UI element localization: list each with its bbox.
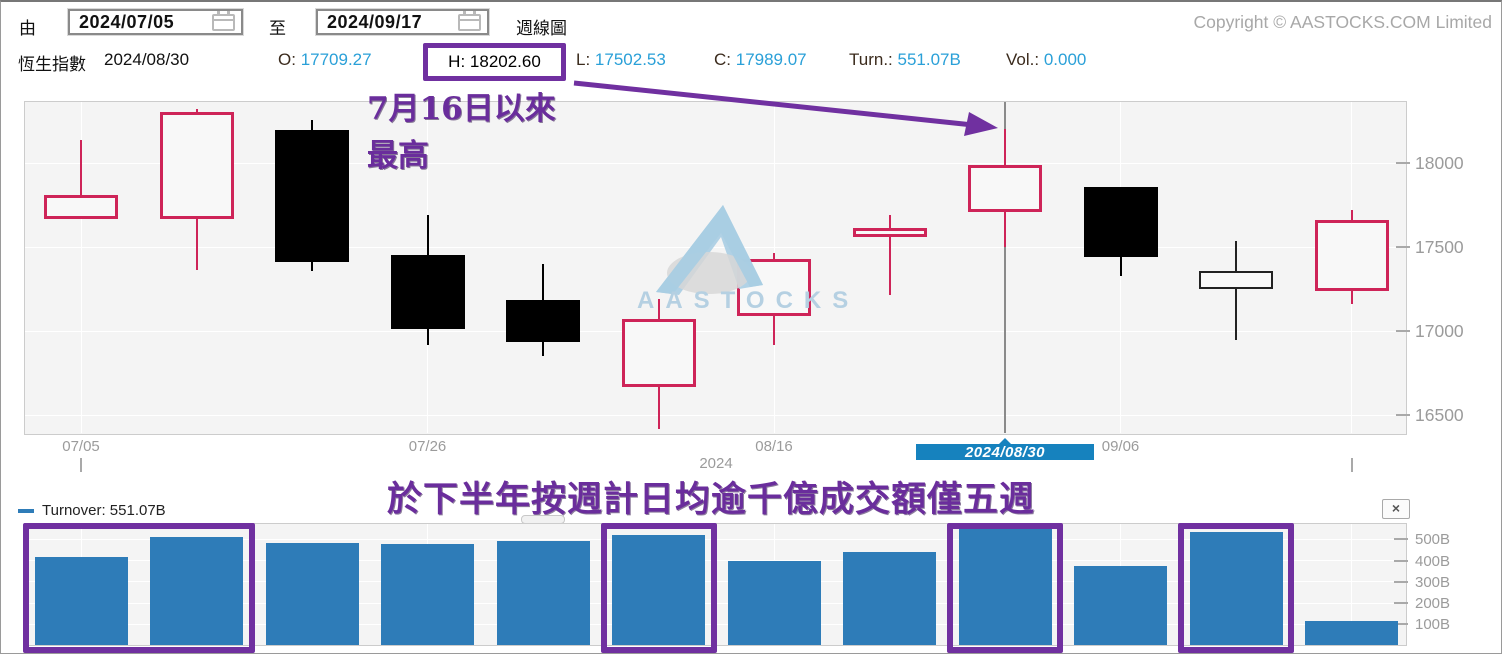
year-axis-tick — [1350, 458, 1353, 472]
copyright-text: Copyright © AASTOCKS.COM Limited — [1193, 12, 1493, 32]
chart-type-label[interactable]: 週線圖 — [516, 19, 567, 38]
x-axis-label: 07/26 — [408, 438, 447, 455]
x-axis-year-label: 2024 — [699, 455, 733, 472]
to-date-value[interactable]: 2024/09/17 — [327, 11, 423, 32]
turnover-plot-area[interactable] — [24, 523, 1407, 646]
turnover-readout: Turn.: 551.07B — [849, 50, 961, 69]
low-readout: L: 17502.53 — [576, 50, 666, 69]
x-axis-label: 09/06 — [1101, 438, 1140, 455]
y-axis-label: 100B — [1415, 616, 1451, 634]
turnover-legend: Turnover: 551.07B — [18, 502, 166, 519]
y-axis-label: 500B — [1415, 531, 1451, 549]
tooltip-pointer — [998, 438, 1012, 445]
close-readout: C: 17989.07 — [714, 50, 807, 69]
x-axis-label: 07/05 — [62, 438, 100, 455]
x-axis-label: 08/16 — [755, 438, 793, 455]
price-chart-plot-area[interactable] — [24, 101, 1407, 435]
y-axis-label: 18000 — [1415, 153, 1464, 173]
y-axis-label: 17000 — [1415, 321, 1464, 341]
year-axis-tick — [80, 458, 82, 472]
from-date-input[interactable]: 2024/07/05 — [67, 8, 244, 36]
high-readout: H: 18202.60 — [448, 52, 541, 71]
turnover-annotation-text: 於下半年按週計日均逾千億成交額僅五週 — [387, 479, 1036, 520]
crosshair-date-tooltip: 2024/08/30 — [916, 444, 1094, 461]
calendar-icon[interactable] — [458, 10, 481, 31]
from-label: 由 — [19, 19, 36, 38]
legend-marker-icon — [18, 508, 34, 513]
to-label: 至 — [269, 19, 286, 38]
index-name: 恆生指數 — [18, 55, 86, 74]
open-readout: O: 17709.27 — [278, 50, 372, 69]
volume-readout: Vol.: 0.000 — [1006, 50, 1087, 69]
high-readout-highlight-box: H: 18202.60 — [423, 43, 566, 81]
y-axis-label: 17500 — [1415, 237, 1464, 257]
close-indicator-button[interactable]: × — [1382, 499, 1410, 519]
y-axis-label: 300B — [1415, 573, 1451, 591]
to-date-input[interactable]: 2024/09/17 — [315, 8, 490, 36]
readout-date: 2024/08/30 — [104, 50, 190, 69]
y-axis-label: 400B — [1415, 552, 1451, 570]
y-axis-label: 200B — [1415, 595, 1451, 612]
y-axis-label: 16500 — [1415, 405, 1464, 425]
calendar-icon[interactable] — [212, 10, 235, 31]
from-date-value[interactable]: 2024/07/05 — [79, 11, 175, 32]
high-annotation-text: 7月16日以來 最高 — [367, 91, 556, 174]
